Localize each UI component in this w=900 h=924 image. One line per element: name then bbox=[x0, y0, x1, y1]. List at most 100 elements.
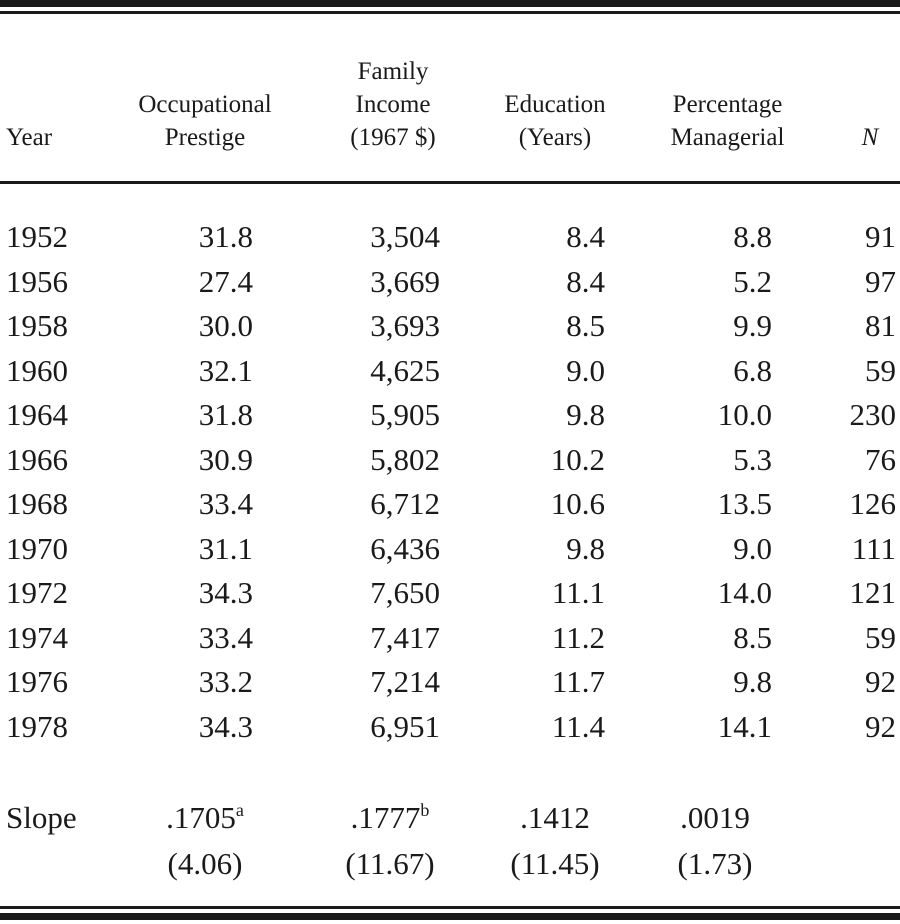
cell-family-income: 5,905 bbox=[370, 397, 440, 432]
header-family-income: Family Income (1967 $) bbox=[318, 55, 468, 154]
cell-n: 59 bbox=[865, 619, 896, 655]
slope-managerial-value: .0019 bbox=[680, 800, 750, 835]
slope-label: Slope bbox=[6, 800, 77, 835]
cell-n: 126 bbox=[849, 486, 897, 521]
cell-n: 97 bbox=[865, 263, 896, 299]
slope-block: Slope .1705a .1777b .1412 .0019 (4.06) (… bbox=[0, 795, 900, 887]
header-income-line-3: (1967 $) bbox=[350, 124, 436, 151]
cell-percentage-managerial: 8.5 bbox=[733, 619, 772, 655]
cell-occupational-prestige: 31.8 bbox=[198, 219, 253, 254]
cell-occupational-prestige: 34.3 bbox=[198, 708, 253, 744]
cell-n: 59 bbox=[865, 352, 896, 388]
cell-family-income: 3,504 bbox=[370, 219, 440, 254]
table-header-rule bbox=[0, 181, 900, 184]
cell-year: 1978 bbox=[6, 708, 68, 744]
cell-family-income: 6,712 bbox=[370, 486, 440, 521]
cell-n: 91 bbox=[865, 219, 896, 254]
table-header: Year Occupational Prestige Family Income… bbox=[0, 30, 900, 180]
cell-percentage-managerial: 9.8 bbox=[733, 664, 772, 699]
header-education-line-2: (Years) bbox=[518, 124, 592, 151]
cell-percentage-managerial: 9.0 bbox=[733, 530, 772, 566]
cell-year: 1976 bbox=[6, 664, 68, 699]
table-row: 1968 33.4 6,712 10.6 13.5 126 bbox=[0, 482, 900, 527]
cell-family-income: 4,625 bbox=[370, 352, 440, 388]
cell-n: 92 bbox=[865, 708, 896, 744]
cell-percentage-managerial: 14.0 bbox=[717, 575, 772, 610]
cell-education: 11.7 bbox=[551, 664, 605, 699]
slope-education-t: (11.45) bbox=[510, 846, 600, 881]
slope-prestige-value: .1705 bbox=[166, 800, 236, 835]
slope-education-value: .1412 bbox=[520, 800, 590, 835]
cell-percentage-managerial: 5.2 bbox=[733, 263, 772, 299]
header-managerial-line-1: Percentage bbox=[672, 91, 783, 118]
slope-row: Slope .1705a .1777b .1412 .0019 bbox=[0, 795, 900, 841]
slope-prestige-footnote-mark: a bbox=[235, 800, 244, 820]
slope-managerial: .0019 bbox=[640, 795, 790, 841]
slope-income: .1777b bbox=[310, 795, 470, 841]
cell-occupational-prestige: 33.4 bbox=[198, 619, 253, 655]
cell-percentage-managerial: 9.9 bbox=[733, 308, 772, 343]
cell-n: 121 bbox=[849, 575, 897, 610]
header-occupational-prestige: Occupational Prestige bbox=[110, 88, 300, 154]
cell-year: 1968 bbox=[6, 486, 68, 521]
cell-percentage-managerial: 14.1 bbox=[717, 708, 772, 744]
cell-occupational-prestige: 33.4 bbox=[198, 486, 253, 521]
table-bottom-rule-thick bbox=[0, 913, 900, 920]
table-row: 1978 34.3 6,951 11.4 14.1 92 bbox=[0, 705, 900, 750]
cell-n: 92 bbox=[865, 664, 896, 699]
table-row: 1960 32.1 4,625 9.0 6.8 59 bbox=[0, 349, 900, 394]
cell-year: 1972 bbox=[6, 575, 68, 610]
cell-percentage-managerial: 5.3 bbox=[733, 441, 772, 477]
cell-year: 1958 bbox=[6, 308, 68, 343]
cell-occupational-prestige: 31.1 bbox=[198, 530, 253, 566]
cell-occupational-prestige: 30.0 bbox=[198, 308, 253, 343]
table-row: 1966 30.9 5,802 10.2 5.3 76 bbox=[0, 438, 900, 483]
table-row: 1972 34.3 7,650 11.1 14.0 121 bbox=[0, 571, 900, 616]
cell-year: 1952 bbox=[6, 219, 68, 254]
slope-prestige: .1705a bbox=[130, 795, 280, 841]
cell-occupational-prestige: 30.9 bbox=[198, 441, 253, 477]
cell-education: 10.6 bbox=[550, 486, 605, 521]
header-income-line-2: Income bbox=[355, 91, 431, 118]
table-row: 1974 33.4 7,417 11.2 8.5 59 bbox=[0, 616, 900, 661]
cell-occupational-prestige: 27.4 bbox=[198, 263, 253, 299]
slope-income-footnote-mark: b bbox=[420, 800, 430, 820]
cell-education: 11.4 bbox=[551, 708, 605, 744]
table-row: 1970 31.1 6,436 9.8 9.0 111 bbox=[0, 527, 900, 572]
slope-income-value: .1777 bbox=[350, 800, 421, 835]
cell-family-income: 5,802 bbox=[370, 441, 440, 477]
cell-family-income: 6,436 bbox=[370, 530, 440, 566]
cell-n: 230 bbox=[849, 397, 897, 432]
table-body: 1952 31.8 3,504 8.4 8.8 91 1956 27.4 3,669 8.4 5.2… bbox=[0, 215, 900, 749]
header-managerial-line-2: Managerial bbox=[670, 124, 785, 151]
header-percentage-managerial: Percentage Managerial bbox=[645, 88, 810, 154]
cell-occupational-prestige: 33.2 bbox=[198, 664, 253, 699]
table-row: 1958 30.0 3,693 8.5 9.9 81 bbox=[0, 304, 900, 349]
cell-percentage-managerial: 13.5 bbox=[717, 486, 772, 521]
cell-n: 81 bbox=[865, 308, 896, 343]
header-year-line: Year bbox=[6, 124, 53, 151]
header-n: N bbox=[840, 121, 900, 154]
cell-occupational-prestige: 32.1 bbox=[198, 352, 253, 388]
cell-education: 9.0 bbox=[566, 352, 605, 388]
header-n-line: N bbox=[861, 124, 879, 151]
cell-n: 111 bbox=[851, 530, 896, 566]
cell-family-income: 7,650 bbox=[370, 575, 440, 610]
header-education-line-1: Education bbox=[504, 91, 606, 118]
table-row: 1952 31.8 3,504 8.4 8.8 91 bbox=[0, 215, 900, 260]
cell-occupational-prestige: 31.8 bbox=[198, 397, 253, 432]
slope-t-row: (4.06) (11.67) (11.45) (1.73) bbox=[0, 841, 900, 887]
cell-education: 11.2 bbox=[551, 619, 605, 655]
cell-education: 8.5 bbox=[566, 308, 605, 343]
cell-year: 1966 bbox=[6, 441, 68, 477]
table-bottom-rule-thin bbox=[0, 906, 900, 909]
cell-education: 8.4 bbox=[566, 263, 605, 299]
cell-education: 9.8 bbox=[566, 530, 605, 566]
cell-year: 1960 bbox=[6, 352, 68, 388]
table-row: 1964 31.8 5,905 9.8 10.0 230 bbox=[0, 393, 900, 438]
header-education: Education (Years) bbox=[480, 88, 630, 154]
header-income-line-1: Family bbox=[357, 58, 429, 85]
header-year: Year bbox=[6, 121, 52, 154]
table-row: 1956 27.4 3,669 8.4 5.2 97 bbox=[0, 260, 900, 305]
cell-percentage-managerial: 6.8 bbox=[733, 352, 772, 388]
